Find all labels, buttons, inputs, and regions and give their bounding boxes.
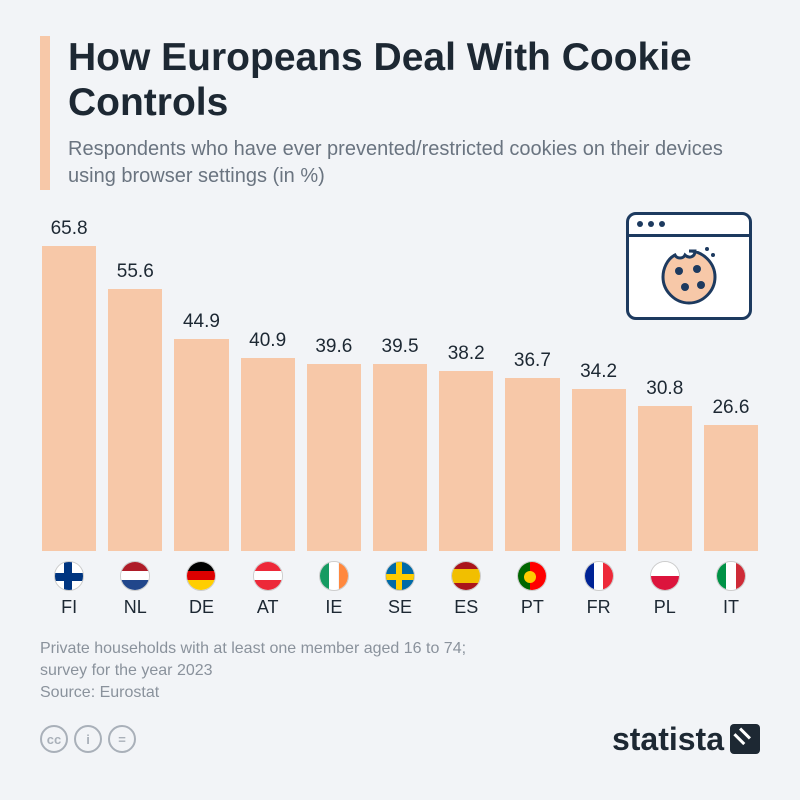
bar-label: FI [61, 597, 77, 618]
cc-by-icon: i [74, 725, 102, 753]
header: How Europeans Deal With Cookie Controls … [40, 36, 760, 190]
bar-nl: 55.6 NL [108, 218, 162, 618]
bar-de: 44.9 DE [174, 218, 228, 618]
footnote: Private households with at least one mem… [40, 638, 760, 705]
bar-se: 39.5 SE [373, 218, 427, 618]
bar-chart: 65.8 FI 55.6 NL 44.9 DE 40.9 AT 39.6 IE 39.5 SE 38.2… [40, 218, 760, 618]
page-title: How Europeans Deal With Cookie Controls [68, 36, 760, 126]
footnote-line1: Private households with at least one mem… [40, 640, 466, 657]
accent-bar [40, 36, 50, 190]
flag-pl-icon [650, 561, 680, 591]
bar-rect [373, 364, 427, 550]
flag-ie-icon [319, 561, 349, 591]
bar-value: 65.8 [51, 218, 88, 240]
bar-fi: 65.8 FI [42, 218, 96, 618]
flag-it-icon [716, 561, 746, 591]
flag-fr-icon [584, 561, 614, 591]
bar-label: SE [388, 597, 412, 618]
brand-name: statista [612, 721, 724, 758]
bar-label: AT [257, 597, 279, 618]
page-subtitle: Respondents who have ever prevented/rest… [68, 136, 760, 190]
bar-rect [42, 246, 96, 551]
bar-rect [638, 406, 692, 551]
bar-label: DE [189, 597, 214, 618]
bar-at: 40.9 AT [241, 218, 295, 618]
footnote-line2: survey for the year 2023 [40, 662, 213, 679]
source: Source: Eurostat [40, 684, 159, 701]
bar-pt: 36.7 PT [505, 218, 559, 618]
bar-label: IT [723, 597, 739, 618]
flag-de-icon [186, 561, 216, 591]
bar-rect [108, 289, 162, 551]
flag-nl-icon [120, 561, 150, 591]
bar-label: IE [325, 597, 342, 618]
bar-value: 38.2 [448, 343, 485, 365]
bar-value: 40.9 [249, 330, 286, 352]
title-block: How Europeans Deal With Cookie Controls … [68, 36, 760, 190]
bar-label: PL [654, 597, 676, 618]
flag-se-icon [385, 561, 415, 591]
brand-mark-icon [730, 724, 760, 754]
cc-nd-icon: = [108, 725, 136, 753]
bar-rect [307, 364, 361, 551]
bar-rect [704, 425, 758, 550]
bar-es: 38.2 ES [439, 218, 493, 618]
bar-label: PT [521, 597, 544, 618]
bar-rect [439, 371, 493, 551]
cc-badges: cc i = [40, 725, 136, 753]
flag-es-icon [451, 561, 481, 591]
bar-value: 55.6 [117, 261, 154, 283]
bar-fr: 34.2 FR [572, 218, 626, 618]
bar-rect [572, 389, 626, 550]
bar-label: FR [587, 597, 611, 618]
bar-value: 30.8 [646, 378, 683, 400]
brand-logo: statista [612, 721, 760, 758]
bar-rect [174, 339, 228, 551]
bar-value: 36.7 [514, 350, 551, 372]
bar-rect [505, 378, 559, 551]
flag-at-icon [253, 561, 283, 591]
bar-value: 39.5 [382, 336, 419, 358]
bar-value: 34.2 [580, 361, 617, 383]
bar-value: 39.6 [315, 336, 352, 358]
flag-fi-icon [54, 561, 84, 591]
bar-label: ES [454, 597, 478, 618]
bar-ie: 39.6 IE [307, 218, 361, 618]
footer: cc i = statista [40, 721, 760, 758]
bar-value: 26.6 [712, 397, 749, 419]
flag-pt-icon [517, 561, 547, 591]
cookie-icon [626, 212, 752, 320]
bar-rect [241, 358, 295, 551]
cc-license-icon: cc [40, 725, 68, 753]
bar-value: 44.9 [183, 311, 220, 333]
bar-label: NL [124, 597, 147, 618]
